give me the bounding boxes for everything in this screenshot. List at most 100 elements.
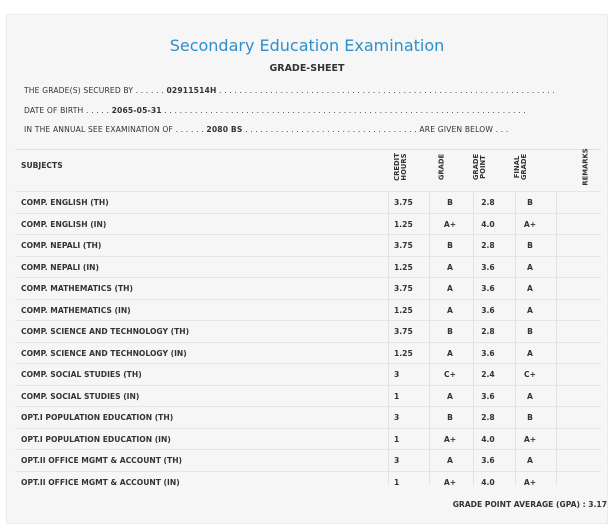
grade-cell: B: [447, 241, 453, 250]
exam-year: 2080 BS: [206, 125, 243, 134]
grade-point-cell: 4.0: [481, 219, 495, 229]
grade-cell: C+: [444, 370, 456, 379]
credit-hours-cell: 3.75: [394, 198, 413, 207]
remarks-header: REMARKS: [581, 148, 590, 186]
grade-point-cell: 4.0: [481, 477, 495, 487]
credit-hours-cell: 1.25: [394, 219, 413, 229]
final-grade-cell: A: [527, 348, 533, 358]
grade-cell: A+: [443, 434, 457, 444]
exam-title: Secondary Education Examination: [169, 36, 445, 55]
table-row: COMP. NEPALI (TH) 3.75 B 2.8 B: [15, 234, 601, 256]
column-divider: [429, 191, 430, 485]
credit-hours-cell: 1: [394, 391, 400, 401]
grade-cell: B: [447, 413, 453, 422]
column-divider: [515, 191, 516, 485]
credit-hours-cell: 3: [394, 370, 400, 379]
grade-cell: A: [447, 262, 453, 272]
table-row: COMP. SCIENCE AND TECHNOLOGY (TH) 3.75 B 2.…: [15, 320, 601, 342]
subject-cell: COMP. SOCIAL STUDIES (TH): [21, 370, 142, 379]
credit-hours-cell: 1.25: [394, 305, 413, 315]
grade-cell: A+: [443, 219, 457, 229]
grade-point-cell: 3.6: [481, 456, 495, 465]
grade-point-cell: 2.4: [481, 370, 495, 379]
grade-point-cell: 4.0: [481, 434, 495, 444]
grade-point-cell: 3.6: [481, 391, 495, 401]
date-of-birth: 2065-05-31: [111, 106, 162, 115]
gpa-summary: GRADE POINT AVERAGE (GPA) : 3.17: [452, 500, 607, 509]
info-label: THE GRADE(S) SECURED BY . . . . . .: [24, 86, 164, 95]
subject-cell: COMP. NEPALI (TH): [21, 241, 102, 250]
symbol-number: 02911514H: [166, 86, 217, 95]
column-divider: [556, 191, 557, 485]
column-divider: [388, 191, 389, 485]
final-grade-cell: B: [527, 198, 533, 207]
info-student-id: THE GRADE(S) SECURED BY . . . . . . 0291…: [24, 86, 555, 95]
subject-cell: OPT.II OFFICE MGMT & ACCOUNT (IN): [21, 477, 180, 487]
subject-cell: COMP. MATHEMATICS (IN): [21, 305, 131, 315]
table-row: COMP. SOCIAL STUDIES (TH) 3 C+ 2.4 C+: [15, 363, 601, 385]
grade-cell: A: [447, 305, 453, 315]
info-dots: . . . . . . . . . . . . . . . . . . . . …: [164, 106, 526, 115]
final-grade-cell: A: [527, 262, 533, 272]
subject-cell: COMP. ENGLISH (TH): [21, 198, 109, 207]
info-label: IN THE ANNUAL SEE EXAMINATION OF . . . .…: [24, 125, 204, 134]
table-row: COMP. SOCIAL STUDIES (IN) 1 A 3.6 A: [15, 384, 601, 407]
credit-hours-cell: 1: [394, 477, 400, 487]
final-grade-cell: B: [527, 241, 533, 250]
final-grade-cell: A+: [523, 219, 537, 229]
grade-cell: A: [447, 284, 453, 293]
credit-hours-cell: 3.75: [394, 241, 413, 250]
table-row: COMP. ENGLISH (IN) 1.25 A+ 4.0 A+: [15, 212, 601, 235]
table-row: OPT.II OFFICE MGMT & ACCOUNT (TH) 3 A 3.6 A: [15, 449, 601, 471]
subject-cell: COMP. SOCIAL STUDIES (IN): [21, 391, 140, 401]
grade-point-cell: 3.6: [481, 262, 495, 272]
final-grade-cell: A: [527, 391, 533, 401]
subject-cell: OPT.I POPULATION EDUCATION (TH): [21, 413, 174, 422]
credit-hours-cell: 3.75: [394, 284, 413, 293]
table-row: COMP. SCIENCE AND TECHNOLOGY (IN) 1.25 A 3.…: [15, 341, 601, 364]
table-row: OPT.II OFFICE MGMT & ACCOUNT (IN) 1 A+ 4.0 A…: [15, 470, 601, 493]
subject-cell: COMP. SCIENCE AND TECHNOLOGY (TH): [21, 327, 190, 336]
credit-hours-cell: 1.25: [394, 348, 413, 358]
table-top-divider: [15, 149, 601, 150]
table-row: COMP. NEPALI (IN) 1.25 A 3.6 A: [15, 255, 601, 278]
credit-hours-cell: 1: [394, 434, 400, 444]
final-grade-cell: A: [527, 305, 533, 315]
table-row: COMP. ENGLISH (TH) 3.75 B 2.8 B: [15, 191, 601, 213]
subject-cell: OPT.I POPULATION EDUCATION (IN): [21, 434, 171, 444]
grade-sheet: Secondary Education Examination GRADE-SH…: [6, 14, 608, 524]
credit-hours-cell: 3: [394, 456, 400, 465]
info-dob: DATE OF BIRTH . . . . . 2065-05-31 . . .…: [24, 106, 526, 115]
grade-point-cell: 2.8: [481, 413, 495, 422]
subjects-header: SUBJECTS: [21, 161, 63, 170]
grade-cell: A: [447, 391, 453, 401]
final-grade-cell: B: [527, 413, 533, 422]
final-grade-cell: B: [527, 327, 533, 336]
credit-hours-cell: 1.25: [394, 262, 413, 272]
subject-cell: COMP. NEPALI (IN): [21, 262, 100, 272]
final-grade-cell: A+: [523, 434, 537, 444]
table-row: COMP. MATHEMATICS (TH) 3.75 A 3.6 A: [15, 277, 601, 299]
info-label: DATE OF BIRTH . . . . .: [24, 106, 110, 115]
grade-point-cell: 2.8: [481, 241, 495, 250]
final-grade-cell: A+: [523, 477, 537, 487]
subject-cell: COMP. ENGLISH (IN): [21, 219, 107, 229]
column-divider: [473, 191, 474, 485]
info-dots: . . . . . . . . . . . . . . . . . . . . …: [245, 125, 417, 134]
grade-cell: B: [447, 327, 453, 336]
info-dots: . . . . . . . . . . . . . . . . . . . . …: [219, 86, 555, 95]
grade-point-cell: 2.8: [481, 198, 495, 207]
grade-point-cell: 3.6: [481, 284, 495, 293]
table-row: OPT.I POPULATION EDUCATION (IN) 1 A+ 4.0 A+: [15, 427, 601, 450]
final-grade-cell: A: [527, 456, 533, 465]
grade-point-cell: 3.6: [481, 348, 495, 358]
info-suffix: ARE GIVEN BELOW . . .: [419, 125, 509, 134]
subject-cell: OPT.II OFFICE MGMT & ACCOUNT (TH): [21, 456, 183, 465]
credit-hours-cell: 3: [394, 413, 400, 422]
grade-point-cell: 2.8: [481, 327, 495, 336]
credit-hours-header: CREDIT HOURS: [393, 153, 408, 181]
grade-cell: A: [447, 348, 453, 358]
grade-sheet-heading: GRADE-SHEET: [269, 63, 345, 74]
grade-point-header: GRADE POINT: [472, 153, 487, 181]
grade-cell: A+: [443, 477, 457, 487]
